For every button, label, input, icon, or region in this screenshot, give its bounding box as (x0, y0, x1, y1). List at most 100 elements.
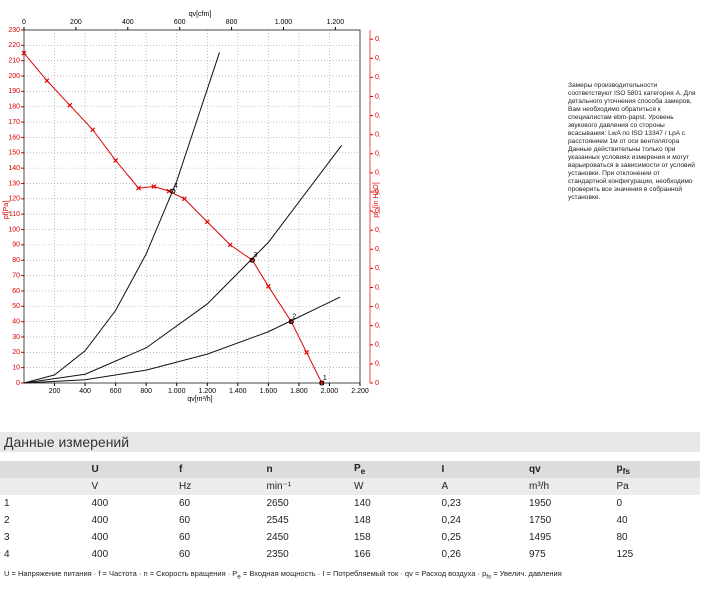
operating-point (319, 380, 325, 386)
y-tick-label: 180 (8, 104, 20, 111)
y-tick-label: 30 (12, 334, 20, 341)
y-axis-label: pf[Pa] (3, 201, 10, 219)
y-tick-label: 110 (9, 211, 20, 218)
marker (21, 50, 27, 56)
table-title: Данные измерений (0, 432, 700, 452)
cell: 158 (354, 532, 371, 543)
x-tick-label: 2.000 (321, 388, 339, 395)
unit-cell: A (437, 478, 525, 495)
y2-tick-label: 0,7 (375, 112, 380, 119)
unit-cell: Pa (612, 478, 700, 495)
y-tick-label: 230 (8, 27, 20, 34)
header-sub: e (360, 466, 366, 476)
footnote-part: fs (486, 573, 492, 581)
cell: 1950 (529, 498, 552, 509)
operating-point (249, 257, 255, 263)
cell: 400 (91, 515, 109, 526)
footnote-part: = Входная мощность · I = Потребляемый то… (240, 569, 487, 578)
x2-tick-label: 0 (22, 19, 26, 26)
y-tick-label: 20 (12, 349, 20, 356)
cell: 60 (179, 549, 191, 560)
operating-point (288, 319, 294, 325)
header-text: n (266, 464, 273, 475)
y-tick-label: 220 (8, 42, 20, 49)
cell: 2350 (266, 549, 289, 560)
x2-tick-label: 200 (70, 19, 82, 26)
y-tick-label: 200 (8, 73, 20, 80)
header-cell: qv (525, 461, 613, 478)
marker (304, 349, 309, 355)
y-tick-label: 70 (12, 272, 20, 279)
y2-tick-label: 0,05 (375, 361, 380, 368)
marker (67, 102, 73, 108)
header-text: p (616, 463, 623, 474)
y-tick-label: 160 (8, 134, 20, 141)
row: 1 400 60 2650 140 0,23 1950 0 (0, 495, 700, 512)
header-text: U (91, 464, 99, 475)
cell: 1495 (529, 532, 552, 543)
cell: 0,25 (441, 532, 461, 543)
row: 4 400 60 2350 166 0,26 975 125 (0, 546, 700, 563)
cell: 166 (354, 549, 371, 560)
x-tick-label: 2.200 (351, 388, 369, 395)
y2-tick-label: 0,55 (375, 170, 380, 177)
operating-point-label: 3 (253, 252, 257, 259)
header-text: f (179, 464, 183, 475)
x-tick-label: 1.800 (290, 388, 308, 395)
operating-point-label: 2 (292, 313, 296, 320)
row: 3 400 60 2450 158 0,25 1495 80 (0, 529, 700, 546)
y-tick-label: 40 (12, 318, 20, 325)
y2-tick-label: 0,6 (375, 151, 380, 158)
footnote-part: U = Напряжение питания · f = Частота · n… (4, 569, 238, 578)
x-tick-label: 200 (49, 388, 61, 395)
cell: 3 (4, 532, 10, 543)
footnote: U = Напряжение питания · f = Частота · n… (4, 569, 562, 581)
x2-tick-label: 400 (122, 19, 134, 26)
cell: 60 (179, 532, 191, 543)
operating-point-label: 1 (323, 375, 327, 382)
cell: 2450 (266, 532, 289, 543)
x2-tick-label: 600 (174, 19, 186, 26)
x2-tick-label: 1.200 (327, 19, 345, 26)
y2-tick-label: 0 (375, 380, 379, 387)
cell: 400 (91, 498, 109, 509)
y-tick-label: 100 (8, 226, 20, 233)
header-cell: Pe (350, 461, 438, 478)
y-tick-label: 190 (8, 88, 20, 95)
y2-tick-label: 0,8 (375, 74, 380, 81)
y-tick-label: 50 (12, 303, 20, 310)
y-tick-label: 150 (8, 150, 20, 157)
x2-tick-label: 800 (226, 19, 238, 26)
unit-cell: min⁻¹ (262, 478, 350, 495)
unit-cell: W (350, 478, 438, 495)
x2-tick-label: 1.000 (275, 19, 293, 26)
cell: 2 (4, 515, 10, 526)
marker (204, 219, 210, 225)
x2-axis-label: qv[cfm] (189, 11, 212, 18)
curve (23, 144, 343, 384)
y-tick-label: 80 (12, 257, 20, 264)
y-tick-label: 0 (16, 380, 20, 387)
header-text: qv (529, 464, 541, 475)
curve (23, 296, 341, 384)
footnote-part: = Увелич. давления (491, 569, 562, 578)
cell: 80 (616, 532, 628, 543)
y2-tick-label: 0,9 (375, 36, 380, 43)
y-tick-label: 60 (12, 288, 20, 295)
unit-cell: Hz (175, 478, 263, 495)
cell: 1 (4, 498, 10, 509)
chart: 0102030405060708090100110120130140150160… (3, 11, 380, 403)
x-tick-label: 1.400 (229, 388, 247, 395)
unit-cell: m³/h (525, 478, 613, 495)
cell: 140 (354, 498, 371, 509)
y2-tick-label: 0,2 (375, 303, 380, 310)
cell: 2545 (266, 515, 289, 526)
y2-tick-label: 0,3 (375, 265, 380, 272)
x-tick-label: 800 (140, 388, 152, 395)
y2-tick-label: 0,85 (375, 55, 380, 62)
y-tick-label: 10 (12, 364, 20, 371)
cell: 400 (91, 532, 109, 543)
marker (44, 78, 50, 84)
